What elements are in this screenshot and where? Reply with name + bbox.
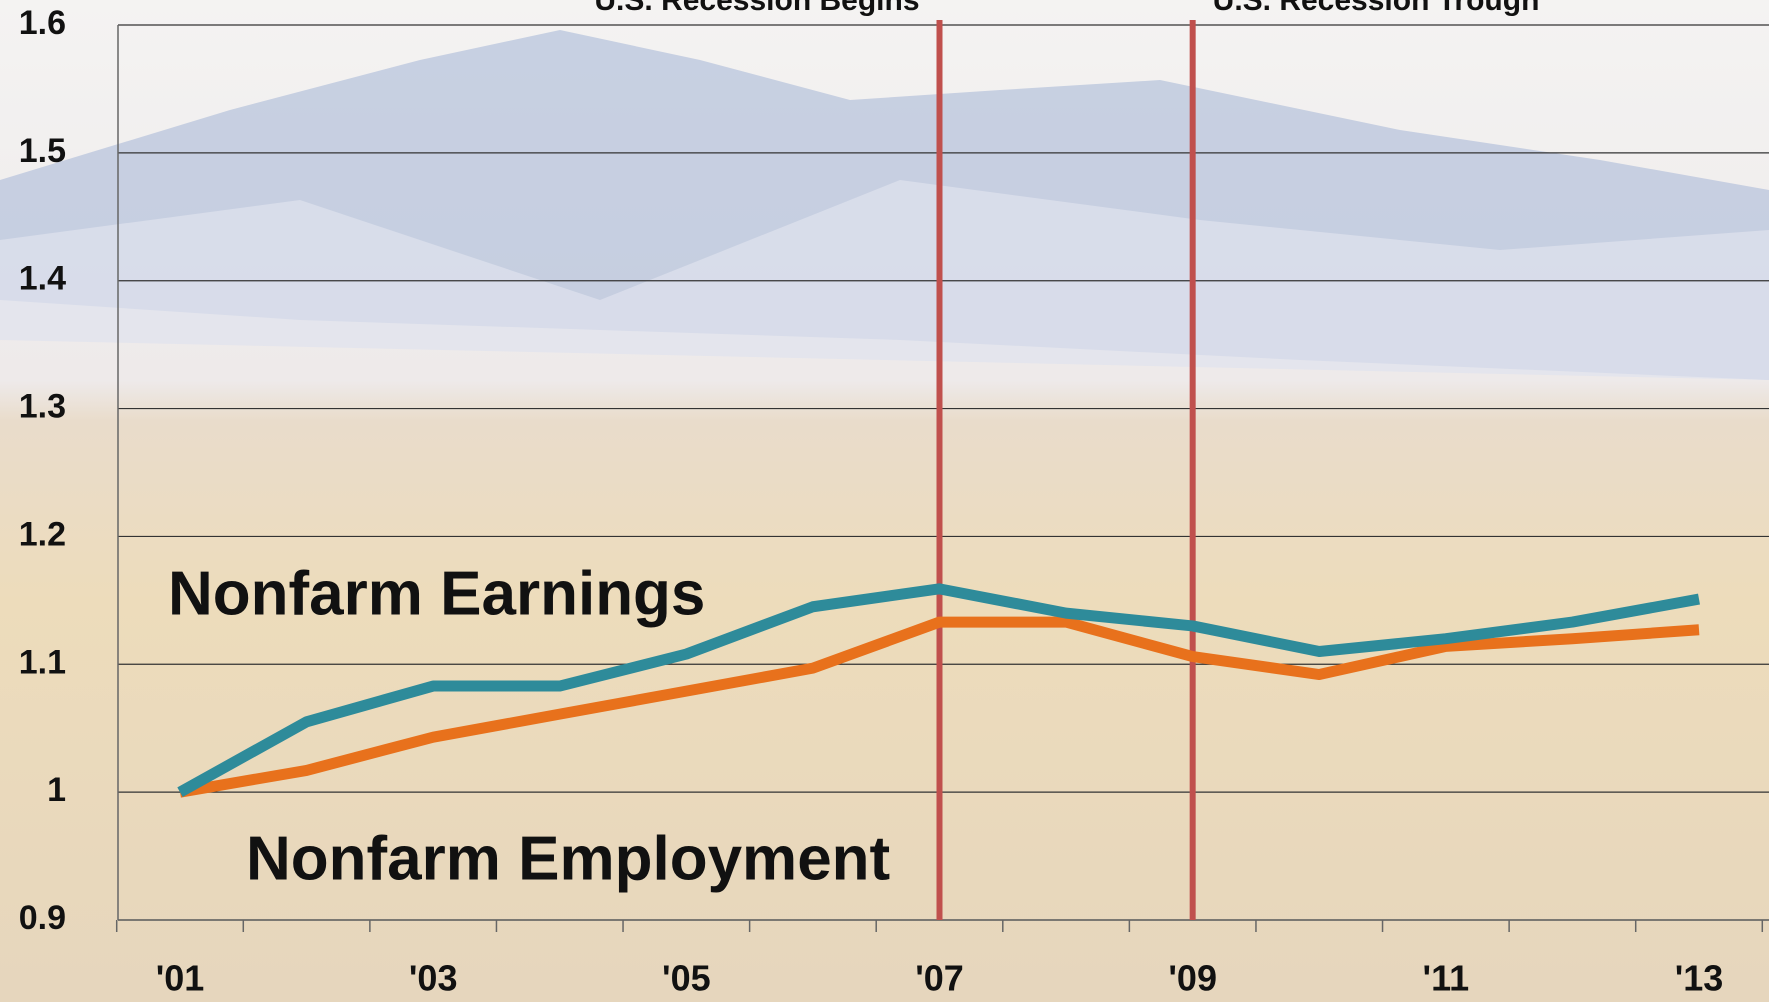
annotation: U.S. Recession Trough (1213, 0, 1540, 17)
x-tick-label: '03 (409, 958, 458, 999)
series-label: Nonfarm Employment (246, 824, 890, 893)
y-tick-label: 1.4 (19, 260, 66, 298)
x-tick-label: '09 (1168, 958, 1217, 999)
y-tick-label: 1.2 (19, 515, 66, 553)
x-tick-label: '13 (1675, 958, 1724, 999)
x-tick-label: '05 (662, 958, 711, 999)
x-tick-label: '07 (915, 958, 964, 999)
y-tick-label: 1.3 (19, 388, 66, 426)
y-tick-label: 1 (47, 771, 66, 809)
x-tick-label: '11 (1423, 958, 1470, 999)
y-tick-label: 1.1 (19, 643, 66, 681)
y-tick-label: 1.5 (19, 132, 66, 170)
series-label: Nonfarm Earnings (168, 559, 705, 628)
series-line (177, 583, 1700, 797)
series-line (179, 616, 1700, 798)
x-tick-label: '01 (156, 958, 205, 999)
y-tick-label: 1.6 (19, 4, 66, 42)
annotation: U.S. Recession Begins (594, 0, 919, 17)
y-tick-label: 0.9 (19, 899, 66, 937)
snow-slopes (0, 180, 1769, 380)
